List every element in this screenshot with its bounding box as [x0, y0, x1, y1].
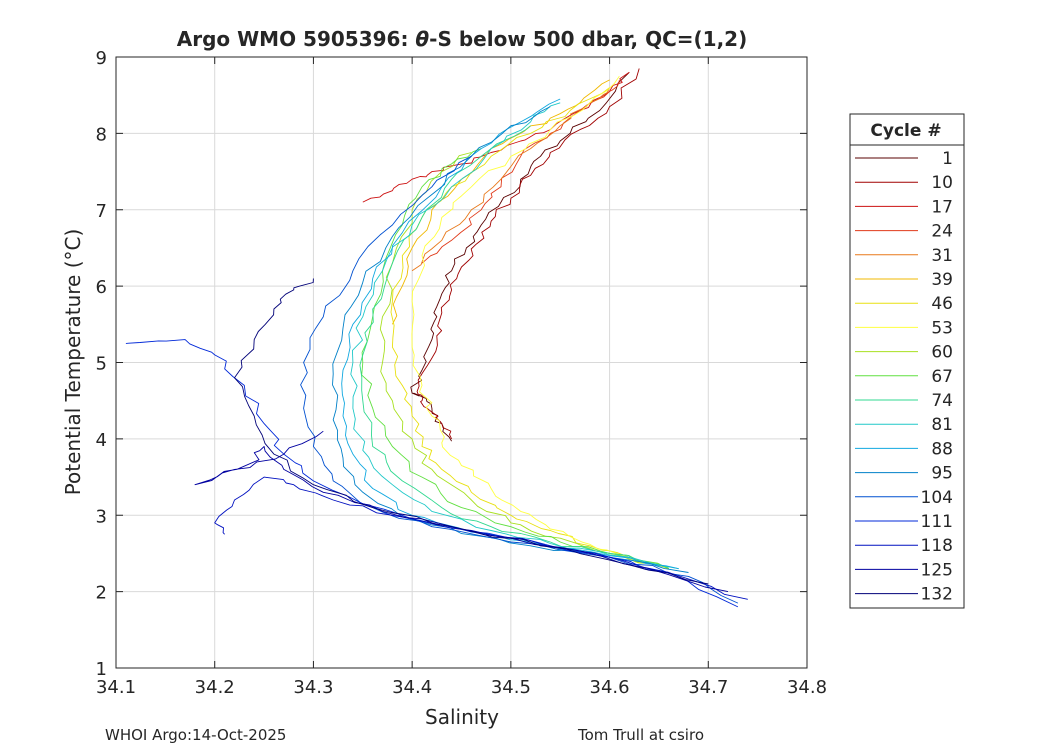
- legend-label: 46: [931, 294, 953, 314]
- legend-label: 1: [942, 149, 953, 169]
- legend-label: 67: [931, 367, 953, 387]
- legend-label: 118: [921, 536, 953, 556]
- series-line-81: [350, 102, 679, 570]
- series-line-53: [411, 75, 669, 570]
- footer-right: Tom Trull at csiro: [577, 726, 704, 744]
- series-line-17: [362, 71, 630, 203]
- legend-label: 10: [931, 173, 953, 193]
- legend-label: 24: [931, 222, 953, 242]
- x-tick-label: 34.6: [590, 677, 630, 698]
- legend-label: 125: [921, 560, 953, 580]
- y-tick-label: 9: [96, 48, 107, 69]
- legend-label: 88: [931, 439, 953, 459]
- x-tick-label: 34.5: [491, 677, 531, 698]
- legend-label: 111: [921, 512, 953, 532]
- legend-label: 31: [931, 246, 953, 266]
- series-line-39: [391, 79, 610, 325]
- legend-label: 81: [931, 415, 953, 435]
- legend-title: Cycle #: [870, 121, 941, 141]
- x-tick-label: 34.3: [293, 677, 333, 698]
- y-axis-label: Potential Temperature (°C): [61, 229, 85, 496]
- x-tick-labels: 34.1 34.2 34.3 34.4 34.5 34.6 34.7 34.8: [96, 677, 827, 698]
- series-line-10: [416, 68, 640, 440]
- legend-box: [849, 113, 965, 609]
- y-tick-labels: 1 2 3 4 5 6 7 8 9: [96, 48, 107, 680]
- x-tick-label: 34.2: [195, 677, 235, 698]
- legend-entries: 1 10 17 24 31 39 46 53 60 67 74 81 88 95 104 111 118 125 1…: [855, 149, 953, 605]
- ticks: [115, 56, 808, 669]
- series-line-24: [421, 79, 620, 264]
- legend-label: 60: [931, 343, 953, 363]
- series-line-67: [361, 148, 669, 570]
- y-tick-label: 6: [96, 277, 107, 298]
- legend-label: 104: [921, 488, 953, 508]
- y-tick-label: 5: [96, 354, 107, 375]
- series-line-125: [194, 430, 729, 593]
- legend-label: 74: [931, 391, 953, 411]
- series-layer: [125, 68, 748, 608]
- x-tick-label: 34.1: [96, 677, 136, 698]
- legend: Cycle # 1 10 17 24 31 39 46 53 60 67 74 81 88 95 104 11…: [849, 113, 965, 609]
- legend-label: 132: [921, 585, 953, 605]
- series-line-1: [410, 71, 630, 442]
- legend-label: 53: [931, 318, 953, 338]
- y-tick-label: 2: [96, 583, 107, 604]
- x-axis-label: Salinity: [425, 705, 499, 729]
- legend-label: 17: [931, 197, 953, 217]
- x-tick-label: 34.8: [787, 677, 827, 698]
- footer-left: WHOI Argo:14-Oct-2025: [105, 726, 286, 744]
- legend-label: 95: [931, 464, 953, 484]
- series-line-88: [341, 98, 679, 570]
- x-tick-label: 34.7: [688, 677, 728, 698]
- series-line-118: [214, 476, 748, 600]
- y-tick-label: 1: [96, 659, 107, 680]
- y-tick-label: 4: [96, 430, 107, 451]
- y-tick-label: 8: [96, 124, 107, 145]
- y-tick-label: 3: [96, 506, 107, 527]
- series-line-74: [359, 125, 669, 568]
- series-line-46: [390, 87, 669, 570]
- y-tick-label: 7: [96, 201, 107, 222]
- chart-title: Argo WMO 5905396: θ-S below 500 dbar, QC…: [177, 27, 747, 51]
- x-tick-label: 34.4: [392, 677, 432, 698]
- series-line-132: [234, 278, 709, 585]
- legend-label: 39: [931, 270, 953, 290]
